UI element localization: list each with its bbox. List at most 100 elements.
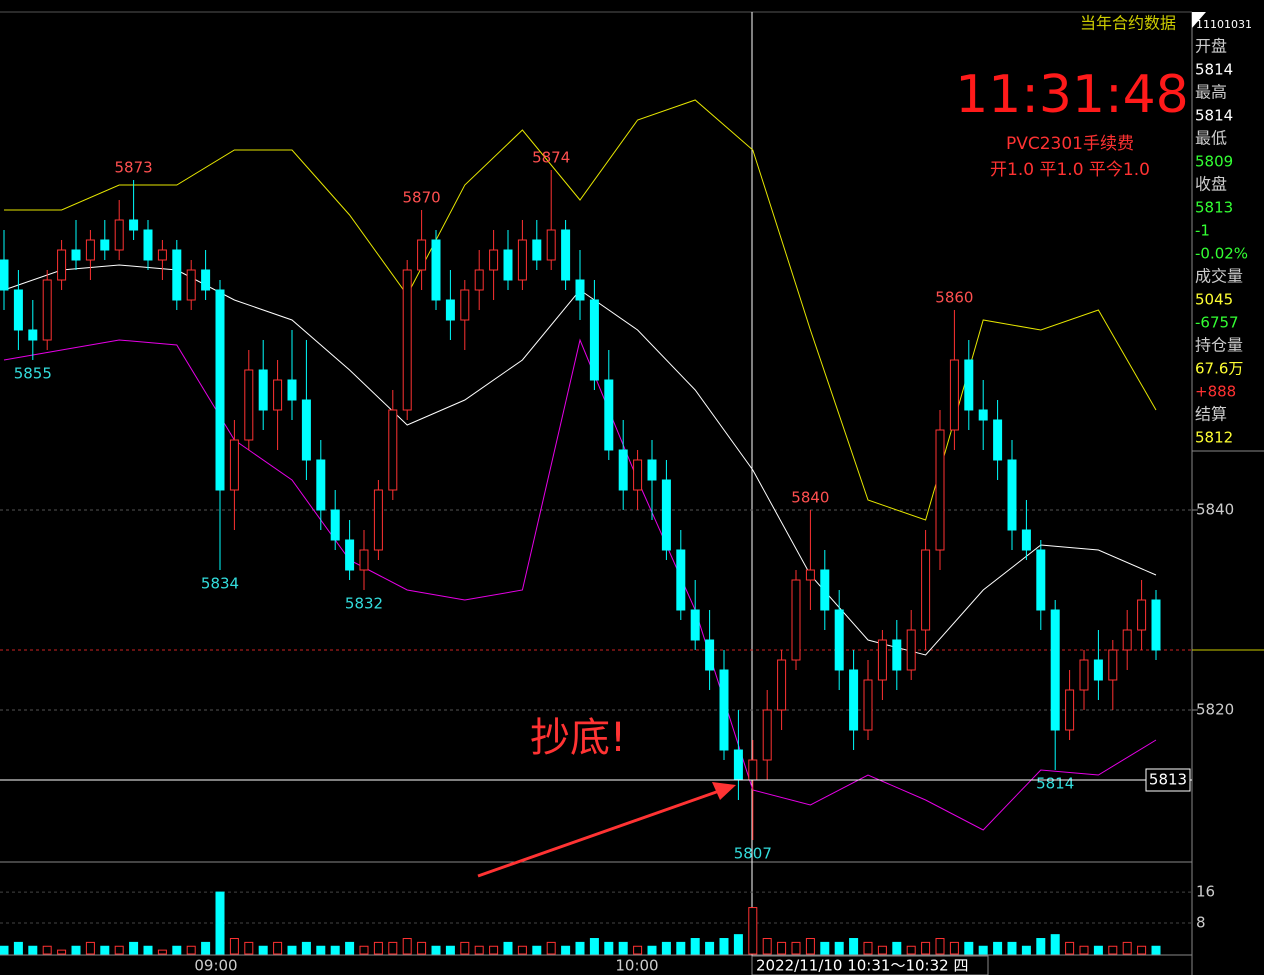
candle-body [1079,659,1089,691]
crosshair-value: 5813 [1149,771,1187,789]
volume-bar [71,945,81,955]
volume-bar [633,945,643,955]
volume-bar [273,941,283,955]
low-label: 5832 [345,595,383,613]
annotation: 抄底! [530,715,626,761]
volume-bar [892,941,902,955]
volume-bar [561,945,571,955]
candle-body [114,219,124,251]
candle-body [1151,599,1161,651]
candle-body [705,639,715,671]
volume-bar [661,941,671,955]
candle-body [532,239,542,261]
sidebar-value: 5814 [1195,107,1233,125]
candle-body [690,609,700,641]
candle-body [13,289,23,331]
volume-bar [215,891,225,955]
candle-body [733,749,743,781]
candle-body [316,459,326,511]
clock: 11:31:48 [955,65,1189,125]
candle-body [978,409,988,421]
candle-body [258,369,268,411]
volume-bar [921,941,931,955]
volume-bar [1036,938,1046,955]
volume-bar [431,945,441,955]
volume-bar [301,941,311,955]
candle-body [618,449,628,491]
candle-body [388,409,398,491]
candle-body [1065,689,1075,731]
volume-bar [863,941,873,955]
volume-bar [705,941,715,955]
candle-body [100,239,110,251]
candle-body [330,509,340,541]
candle-body [489,249,499,271]
contract: PVC2301手续费 [1006,134,1134,154]
volume-bar [517,945,527,955]
candle-body [777,659,787,711]
candle-body [935,429,945,551]
candle-body [589,299,599,381]
candle-body [604,379,614,451]
header: 当年合约数据 [1080,14,1176,33]
volume-bar [474,945,484,955]
volume-bar [157,949,167,955]
sidebar-code: 11101031 [1196,18,1252,31]
candle-body [301,399,311,461]
candle-body [503,249,513,281]
candle-body [561,229,571,281]
candle-body [431,239,441,301]
volume-bar [0,945,9,955]
volume-bar [978,945,988,955]
candle-body [273,379,283,411]
candle-body [85,239,95,261]
volume-bar [417,941,427,955]
candle-body [719,669,729,751]
candle-body [345,539,355,571]
volume-bar [546,941,556,955]
candle-body [157,249,167,261]
volume-bar [1122,941,1132,955]
high-label: 5860 [935,289,973,307]
crosshair-value-box [1145,768,1191,792]
sidebar-value: 5812 [1195,429,1233,447]
sidebar-value: +888 [1195,383,1236,401]
volume-bar [172,945,182,955]
candle-body [172,249,182,301]
candle-body [417,239,427,271]
candle-body [546,229,556,261]
volume-bar [489,945,499,955]
volume-bar [42,945,52,955]
volume-bar [460,941,470,955]
candle-body [575,279,585,301]
sidebar-label: 持仓量 [1195,336,1243,355]
candle-body [805,569,815,581]
candle-body [402,269,412,411]
sidebar-value: 5045 [1195,291,1233,309]
candle-body [229,439,239,491]
volume-bar [589,938,599,955]
volume-bar [1050,934,1060,955]
volume-bar [1093,945,1103,955]
crosshair-time-box [751,955,989,975]
volume-bar [906,945,916,955]
y-tick-label: 16 [1196,883,1215,901]
volume-bar [1007,941,1017,955]
volume-bar [330,945,340,955]
volume-bar [1021,945,1031,955]
sidebar-label: 最高 [1195,83,1227,102]
sidebar-label: 结算 [1195,405,1227,424]
volume-bar [993,941,1003,955]
volume-bar [762,938,772,955]
sidebar-value: 67.6万 [1195,360,1243,378]
band-line [3,338,1157,831]
low-label: 5834 [201,575,239,593]
volume-bar [733,934,743,955]
sidebar-value: 5814 [1195,61,1233,79]
candle-body [445,299,455,321]
high-label: 5874 [532,149,570,167]
sidebar-label: 收盘 [1195,175,1227,194]
low-label: 5807 [734,845,772,863]
corner-marker [1192,12,1206,28]
